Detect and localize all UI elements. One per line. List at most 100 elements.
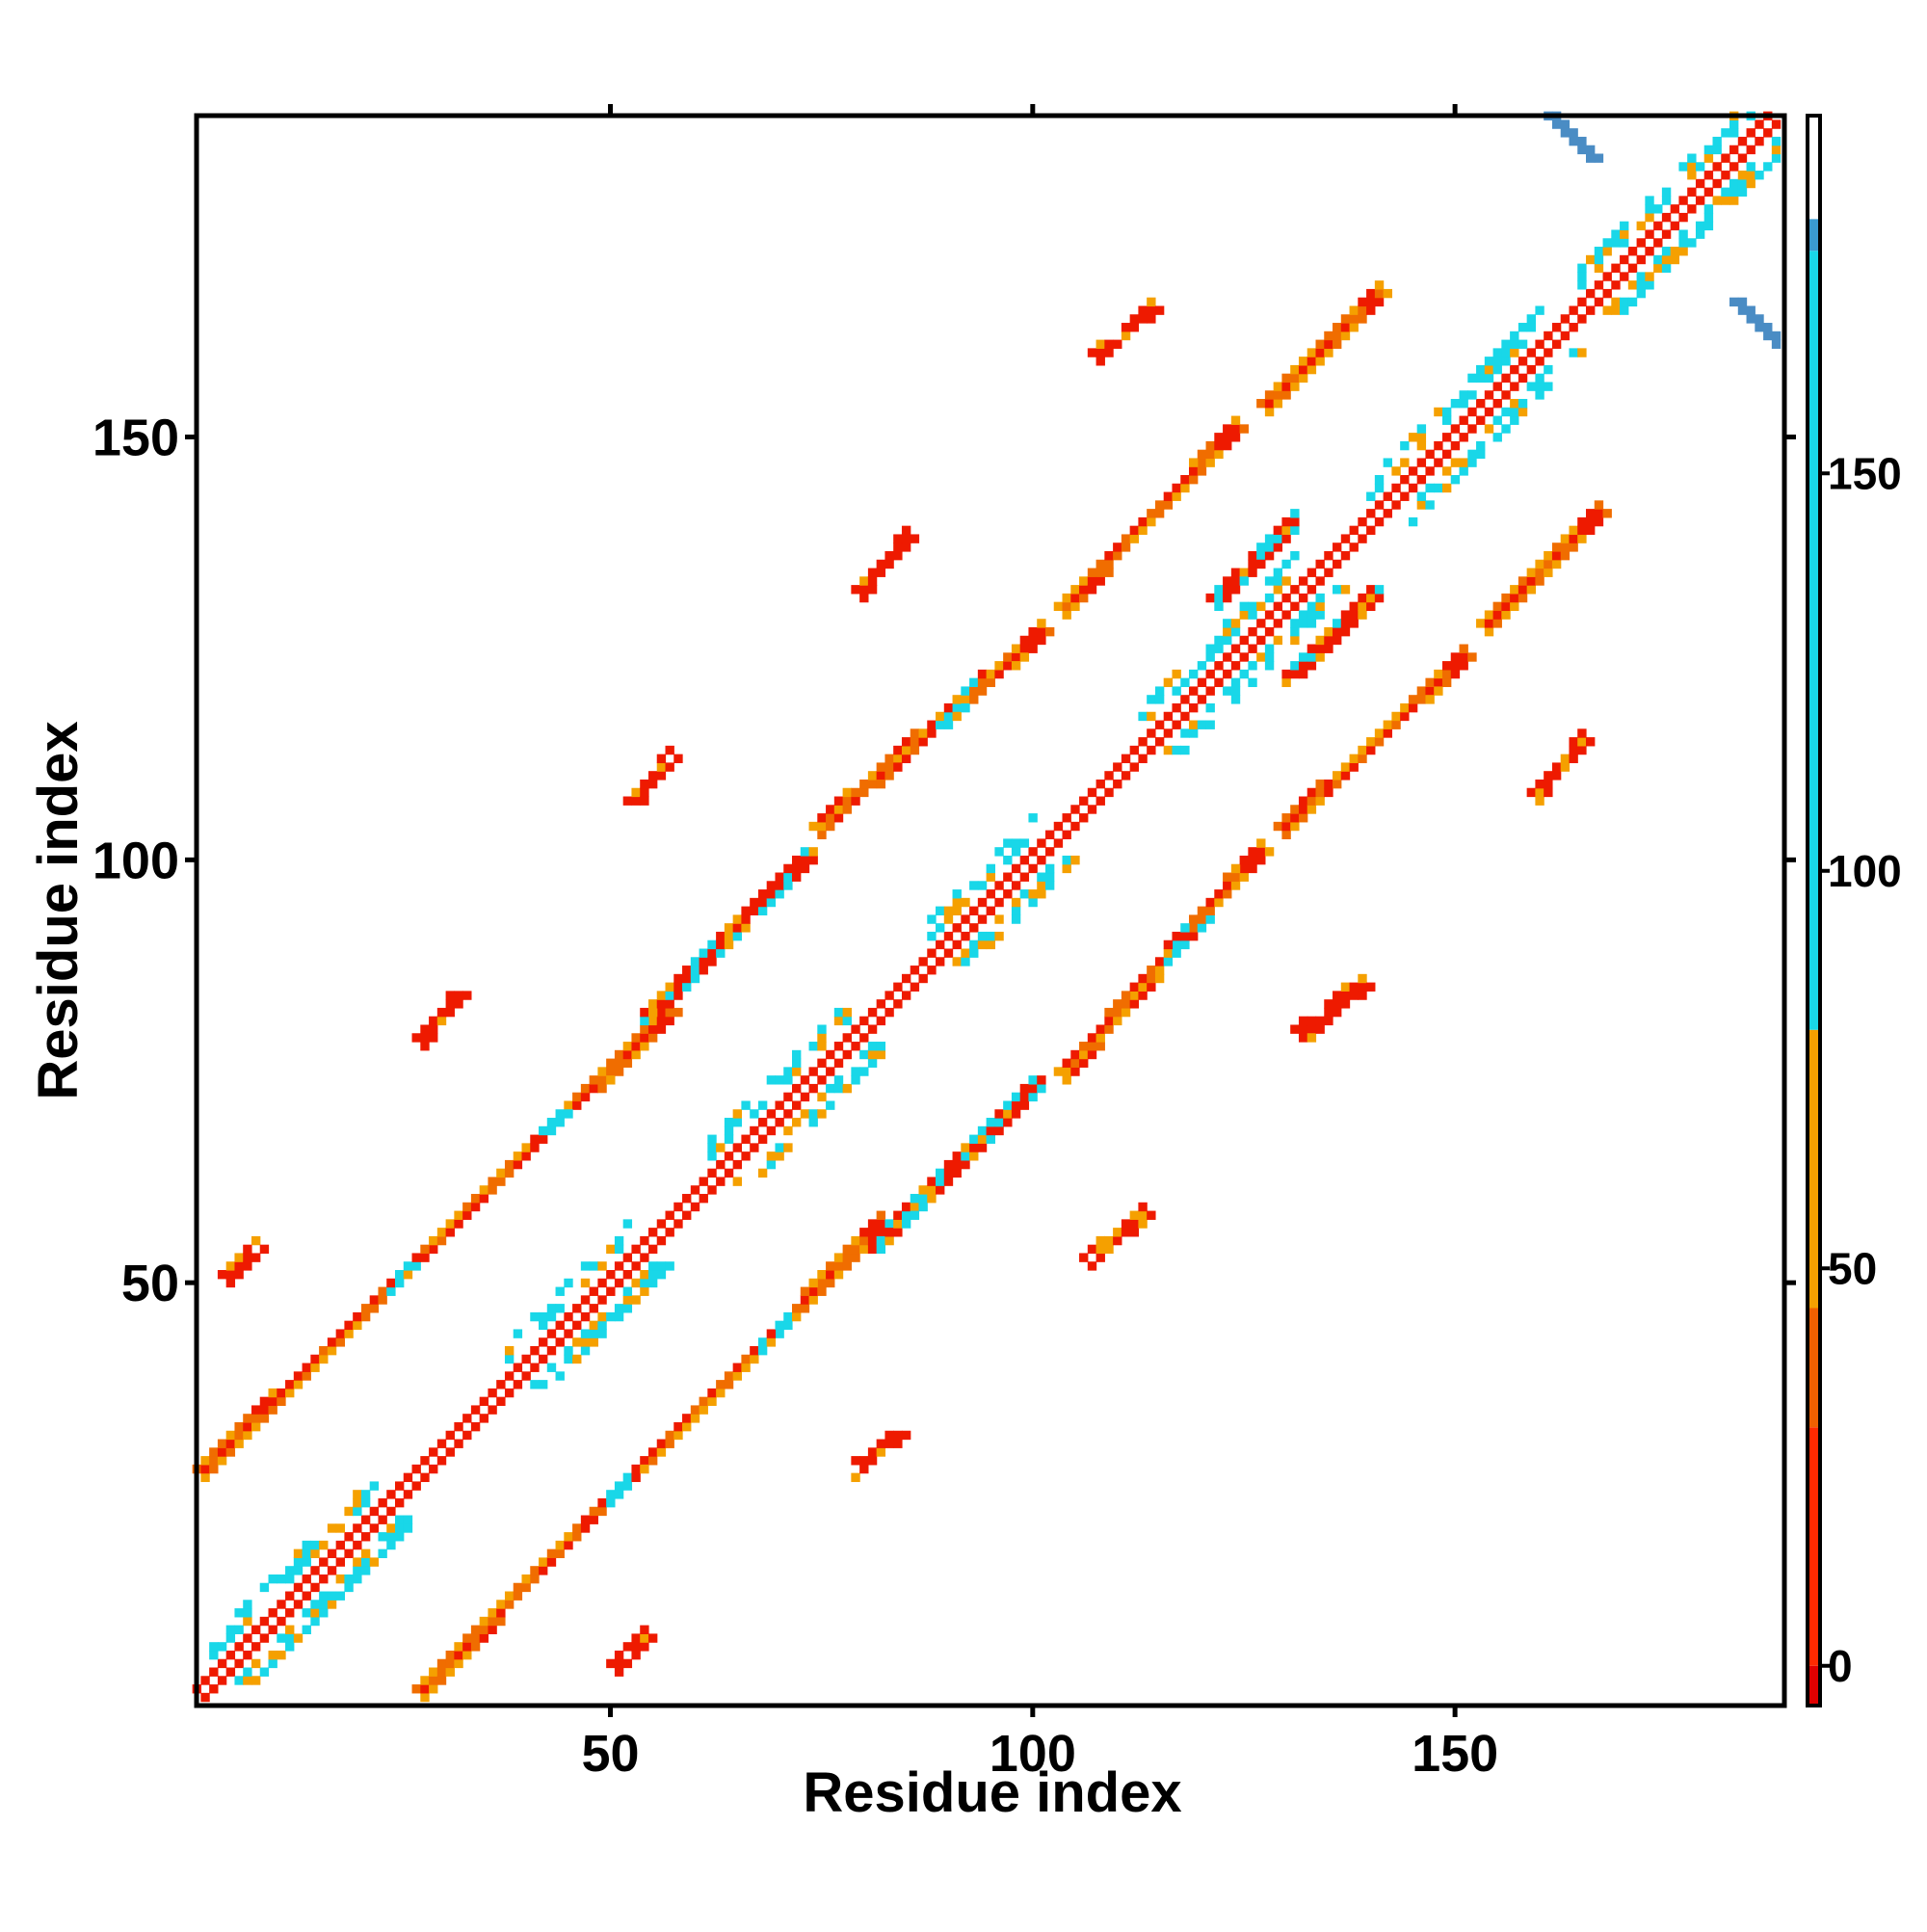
heatmap-cell — [707, 1168, 717, 1178]
heatmap-cell — [378, 1497, 387, 1508]
heatmap-cell — [1205, 440, 1215, 451]
heatmap-cell — [209, 1447, 219, 1457]
heatmap-cell — [673, 991, 683, 1000]
heatmap-cell — [859, 779, 869, 789]
heatmap-cell — [530, 1134, 540, 1144]
heatmap-cell — [1273, 619, 1283, 628]
heatmap-cell — [1223, 889, 1232, 899]
heatmap-cell — [1214, 440, 1224, 451]
heatmap-cell — [479, 1194, 489, 1204]
heatmap-cell — [1441, 677, 1452, 688]
heatmap-cell — [1544, 787, 1553, 798]
heatmap-cell — [961, 702, 970, 713]
heatmap-cell — [1594, 280, 1604, 290]
heatmap-cell — [1569, 136, 1578, 146]
heatmap-cell — [1163, 957, 1174, 966]
heatmap-cell — [1281, 821, 1291, 832]
heatmap-cell — [927, 914, 937, 924]
heatmap-cell — [1087, 1244, 1097, 1255]
heatmap-cell — [631, 1278, 641, 1288]
heatmap-cell — [622, 1270, 633, 1280]
heatmap-cell — [521, 1143, 531, 1152]
heatmap-cell — [1264, 576, 1275, 586]
heatmap-cell — [1264, 534, 1275, 543]
heatmap-cell — [1290, 373, 1300, 384]
heatmap-cell — [1324, 331, 1333, 341]
heatmap-cell — [1737, 297, 1748, 307]
heatmap-cell — [1290, 1024, 1300, 1034]
heatmap-cell — [1670, 204, 1680, 214]
heatmap-cell — [724, 1134, 734, 1144]
heatmap-cell — [1703, 204, 1714, 214]
heatmap-cell — [1147, 966, 1156, 975]
heatmap-cell — [1113, 1228, 1122, 1237]
heatmap-cell — [360, 1304, 371, 1313]
heatmap-cell — [1223, 669, 1232, 679]
heatmap-cell — [699, 948, 708, 958]
heatmap-cell — [234, 1421, 244, 1432]
heatmap-cell — [217, 1447, 227, 1457]
heatmap-cell — [1349, 314, 1359, 324]
heatmap-cell — [876, 1049, 886, 1060]
heatmap-cell — [225, 1633, 236, 1643]
heatmap-cell — [1510, 348, 1519, 357]
heatmap-cell — [462, 1430, 472, 1441]
heatmap-cell — [851, 1253, 860, 1262]
heatmap-cell — [597, 1083, 607, 1094]
heatmap-cell — [910, 1210, 920, 1220]
heatmap-cell — [1602, 305, 1612, 315]
heatmap-cell — [732, 1143, 743, 1152]
heatmap-cell — [1315, 593, 1325, 603]
heatmap-cell — [1197, 914, 1207, 924]
heatmap-cell — [1746, 128, 1755, 138]
heatmap-cell — [631, 1642, 641, 1652]
heatmap-cell — [1703, 145, 1714, 155]
heatmap-cell — [521, 1151, 531, 1161]
heatmap-cell — [1180, 931, 1190, 941]
heatmap-cell — [867, 1049, 878, 1060]
heatmap-cell — [1053, 601, 1064, 612]
heatmap-cell — [1248, 568, 1257, 577]
heatmap-cell — [1400, 702, 1410, 713]
heatmap-cell — [1205, 644, 1215, 653]
heatmap-cell — [1569, 348, 1578, 357]
heatmap-cell — [1205, 702, 1215, 713]
heatmap-cell — [1450, 399, 1461, 409]
heatmap-cell — [1307, 1033, 1317, 1043]
heatmap-cell — [665, 982, 674, 992]
heatmap-cell — [420, 1033, 430, 1043]
heatmap-cell — [1467, 458, 1477, 467]
heatmap-cell — [969, 881, 979, 890]
heatmap-cell — [1755, 323, 1764, 332]
heatmap-cell — [1290, 585, 1300, 595]
heatmap-cell — [757, 889, 768, 899]
heatmap-cell — [665, 1016, 674, 1026]
heatmap-cell — [1307, 644, 1317, 653]
heatmap-cell — [936, 720, 945, 729]
heatmap-cell — [1273, 525, 1283, 536]
heatmap-cell — [757, 1134, 768, 1144]
heatmap-cell — [335, 1523, 346, 1533]
heatmap-cell — [1484, 373, 1494, 384]
heatmap-cell — [1374, 737, 1385, 747]
heatmap-cell — [943, 906, 954, 915]
heatmap-cell — [757, 1168, 768, 1178]
heatmap-cell — [1062, 601, 1071, 612]
heatmap-cell — [1374, 500, 1385, 510]
heatmap-cell — [606, 1658, 616, 1669]
heatmap-cell — [961, 948, 970, 958]
heatmap-cell — [665, 1228, 674, 1237]
heatmap-cell — [884, 1235, 894, 1246]
heatmap-cell — [479, 1625, 489, 1634]
heatmap-cell — [1620, 297, 1629, 307]
heatmap-cell — [817, 1278, 827, 1288]
heatmap-cell — [622, 1472, 633, 1483]
heatmap-cell — [943, 931, 954, 941]
heatmap-cell — [1476, 373, 1486, 384]
heatmap-cell — [1298, 669, 1308, 679]
heatmap-cell — [969, 940, 979, 950]
heatmap-cell — [1239, 424, 1249, 434]
heatmap-cell — [1492, 364, 1502, 375]
heatmap-cell — [1441, 483, 1452, 493]
heatmap-cell — [360, 1311, 371, 1322]
